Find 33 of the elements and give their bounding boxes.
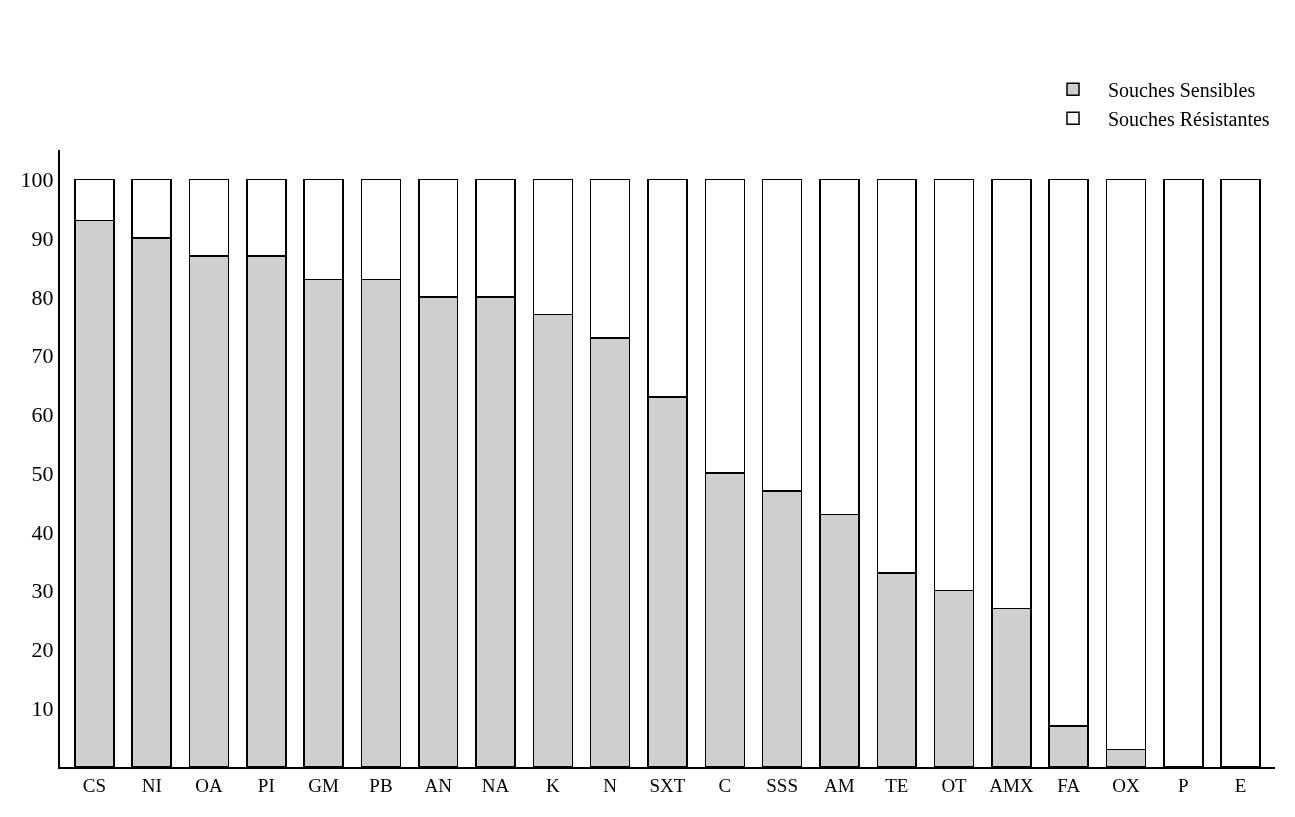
y-tick-label: 90 (31, 225, 54, 251)
x-tick-label: NI (141, 774, 162, 796)
x-tick-label: P (1178, 774, 1189, 796)
x-tick-label: PI (257, 774, 275, 796)
y-tick-label: 50 (31, 460, 54, 486)
x-tick-label: PB (369, 774, 393, 796)
legend-label: Souches Résistantes (1108, 107, 1270, 130)
x-tick-label: FA (1057, 774, 1081, 796)
x-tick-label: CS (82, 774, 107, 796)
y-tick-label: 20 (31, 637, 54, 663)
x-tick-label: OX (1112, 774, 1140, 796)
x-tick-label: AMX (989, 774, 1034, 796)
x-tick-label: AN (424, 774, 453, 796)
x-tick-label: TE (885, 774, 909, 796)
y-tick-label: 80 (31, 284, 54, 310)
legend-label: Souches Sensibles (1108, 78, 1256, 101)
y-tick-label: 100 (20, 167, 54, 193)
x-tick-label: C (718, 774, 732, 796)
x-tick-label: N (603, 774, 618, 796)
x-tick-label: OA (195, 774, 223, 796)
y-tick-label: 60 (31, 402, 54, 428)
y-tick-label: 10 (31, 695, 54, 721)
x-tick-label: OT (941, 774, 968, 796)
y-tick-label: 40 (31, 519, 54, 545)
x-tick-label: K (546, 774, 561, 796)
x-tick-label: AM (824, 774, 855, 796)
y-tick-label: 30 (31, 578, 54, 604)
y-tick-label: 70 (31, 343, 54, 369)
x-tick-label: NA (481, 774, 510, 796)
x-tick-label: SXT (649, 774, 686, 796)
x-tick-label: E (1234, 774, 1247, 796)
x-tick-label: SSS (766, 774, 798, 796)
x-tick-label: GM (308, 774, 340, 796)
